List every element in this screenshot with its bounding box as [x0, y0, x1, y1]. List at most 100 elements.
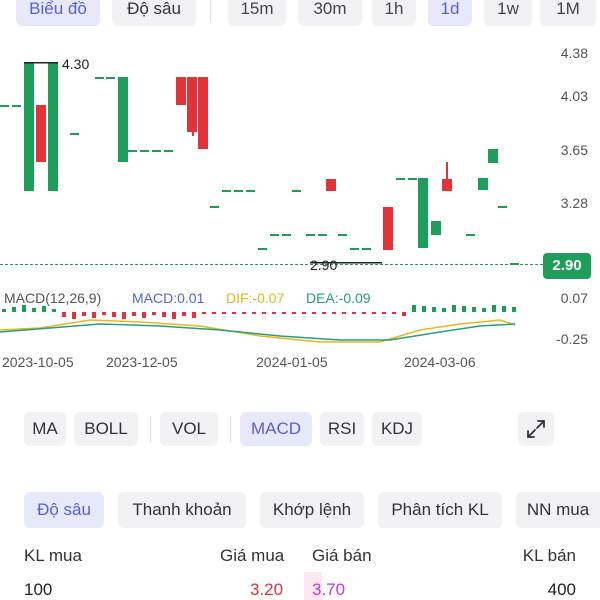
candle — [198, 77, 208, 149]
candle-dash — [270, 234, 279, 236]
candle — [442, 179, 452, 191]
macd-histogram-bar — [22, 305, 26, 312]
tab-matched-orders[interactable]: Khớp lệnh — [260, 492, 364, 528]
fullscreen-button[interactable] — [518, 412, 554, 446]
macd-histogram-bar — [72, 312, 76, 319]
macd-histogram-bar — [122, 312, 126, 319]
candle — [488, 149, 498, 163]
timeframe-1M[interactable]: 1M — [540, 0, 596, 26]
macd-histogram-bar — [32, 308, 36, 312]
macd-histogram-bar — [442, 308, 446, 312]
macd-histogram-bar — [62, 312, 66, 317]
candle-dash — [350, 248, 359, 250]
macd-histogram-bar — [512, 307, 516, 312]
macd-histogram-bar — [362, 312, 366, 314]
tab-depth[interactable]: Độ sâu — [112, 0, 196, 26]
macd-histogram-bar — [462, 306, 466, 312]
macd-histogram-bar — [332, 312, 336, 314]
timeframe-1h[interactable]: 1h — [372, 0, 416, 26]
candle-dash — [258, 248, 267, 250]
macd-histogram-bar — [502, 306, 506, 312]
macd-histogram-bar — [322, 312, 326, 314]
current-price-line — [0, 264, 543, 265]
header-gia-ban: Giá bán — [312, 546, 372, 565]
tab-depth-book[interactable]: Độ sâu — [24, 492, 104, 528]
macd-histogram-bar — [162, 312, 166, 317]
macd-histogram-bar — [262, 312, 266, 314]
dif-value: DIF:-0.07 — [226, 290, 285, 306]
indicator-boll[interactable]: BOLL — [74, 412, 138, 446]
ask-bar — [304, 572, 322, 600]
candle — [478, 178, 488, 190]
tab-foreign-buy[interactable]: NN mua — [516, 492, 600, 528]
macd-histogram-bar — [492, 305, 496, 312]
macd-chart[interactable] — [0, 300, 540, 350]
min-price-label: 2.90 — [310, 257, 338, 273]
tab-liquidity[interactable]: Thanh khoản — [118, 492, 246, 528]
price-axis-label: 4.38 — [560, 45, 588, 61]
price-axis-label: 3.65 — [560, 142, 588, 158]
macd-histogram-bar — [102, 312, 106, 315]
candle-dash — [246, 190, 255, 192]
macd-histogram-bar — [342, 312, 346, 314]
macd-title: MACD(12,26,9) — [4, 290, 102, 306]
timeframe-1d[interactable]: 1d — [428, 0, 472, 26]
macd-histogram-bar — [482, 308, 486, 312]
date-label: 2023-10-05 — [2, 354, 74, 370]
price-axis-label: 3.28 — [560, 195, 588, 211]
candlestick-chart[interactable] — [0, 30, 540, 280]
candle — [48, 63, 58, 191]
candle-dash — [338, 234, 347, 236]
indicator-macd[interactable]: MACD — [240, 412, 312, 446]
macd-histogram-bar — [92, 312, 96, 318]
macd-histogram-bar — [212, 312, 216, 314]
indicator-ma[interactable]: MA — [24, 412, 66, 446]
macd-axis-bottom: -0.25 — [556, 331, 588, 347]
min-line — [310, 262, 382, 264]
indicator-vol[interactable]: VOL — [160, 412, 218, 446]
date-label: 2024-03-06 — [404, 354, 476, 370]
bid-bar — [212, 572, 298, 600]
candle — [118, 77, 128, 162]
candle-wick — [192, 122, 194, 136]
candle-wick — [446, 162, 448, 180]
macd-histogram-bar — [42, 306, 46, 312]
bid-price: 3.20 — [250, 580, 284, 599]
tab-volume-analysis[interactable]: Phân tích KL — [378, 492, 502, 528]
dea-value: DEA:-0.09 — [306, 290, 371, 306]
macd-histogram-bar — [432, 307, 436, 312]
macd-histogram-bar — [222, 312, 226, 314]
candle-dash — [164, 150, 173, 152]
dea-line — [0, 323, 516, 341]
candle-dash — [222, 190, 231, 192]
candle-dash — [128, 150, 137, 152]
candle-dash — [106, 77, 115, 79]
candle-dash — [292, 190, 301, 192]
macd-histogram-bar — [402, 312, 406, 316]
candle-dash — [234, 190, 243, 192]
expand-icon — [527, 420, 545, 438]
timeframe-1w[interactable]: 1w — [484, 0, 532, 26]
bid-volume: 100 — [24, 580, 53, 599]
macd-histogram-bar — [192, 312, 196, 318]
timeframe-15m[interactable]: 15m — [228, 0, 286, 26]
macd-histogram-bar — [382, 312, 386, 314]
candle-dash — [396, 178, 405, 180]
timeframe-30m[interactable]: 30m — [298, 0, 362, 26]
macd-histogram-bar — [312, 312, 316, 314]
max-price-label: 4.30 — [62, 56, 90, 72]
macd-histogram-bar — [372, 312, 376, 314]
candle-dash — [210, 206, 219, 208]
macd-histogram-bar — [112, 312, 116, 317]
indicator-rsi[interactable]: RSI — [320, 412, 364, 446]
candle-dash — [318, 234, 327, 236]
indicator-kdj[interactable]: KDJ — [372, 412, 422, 446]
macd-histogram-bar — [202, 312, 206, 314]
divider — [210, 0, 211, 22]
ask-volume: 400 — [547, 580, 576, 599]
macd-histogram-bar — [272, 312, 276, 314]
candle-dash — [152, 150, 161, 152]
macd-histogram-bar — [422, 306, 426, 312]
ask-price: 3.70 — [312, 580, 346, 599]
tab-chart[interactable]: Biểu đồ — [16, 0, 100, 26]
